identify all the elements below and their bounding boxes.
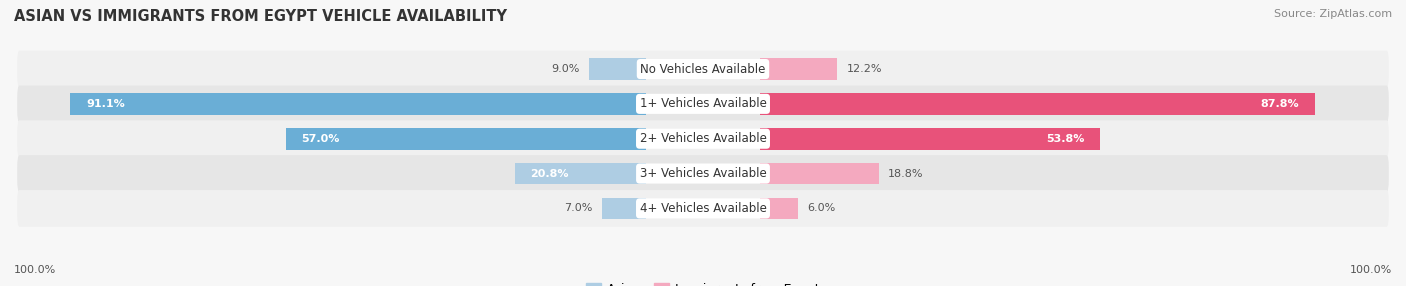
Text: 18.8%: 18.8% (889, 168, 924, 178)
Bar (589, 58, 647, 80)
Text: 2+ Vehicles Available: 2+ Vehicles Available (640, 132, 766, 145)
Text: ASIAN VS IMMIGRANTS FROM EGYPT VEHICLE AVAILABILITY: ASIAN VS IMMIGRANTS FROM EGYPT VEHICLE A… (14, 9, 508, 23)
Text: 87.8%: 87.8% (1260, 99, 1299, 109)
Bar (759, 128, 1099, 150)
Text: 53.8%: 53.8% (1046, 134, 1084, 144)
Bar (602, 198, 647, 219)
Text: No Vehicles Available: No Vehicles Available (640, 63, 766, 76)
Bar (70, 93, 647, 115)
Text: 91.1%: 91.1% (86, 99, 125, 109)
Text: 7.0%: 7.0% (564, 203, 592, 213)
Bar (759, 198, 797, 219)
Text: 6.0%: 6.0% (807, 203, 835, 213)
Text: 20.8%: 20.8% (530, 168, 569, 178)
Bar (285, 128, 647, 150)
FancyBboxPatch shape (17, 155, 1389, 192)
Bar (759, 163, 879, 184)
Text: 9.0%: 9.0% (551, 64, 579, 74)
Text: 12.2%: 12.2% (846, 64, 882, 74)
Text: 3+ Vehicles Available: 3+ Vehicles Available (640, 167, 766, 180)
Text: 1+ Vehicles Available: 1+ Vehicles Available (640, 97, 766, 110)
Legend: Asian, Immigrants from Egypt: Asian, Immigrants from Egypt (581, 278, 825, 286)
FancyBboxPatch shape (17, 120, 1389, 157)
Text: 4+ Vehicles Available: 4+ Vehicles Available (640, 202, 766, 215)
FancyBboxPatch shape (17, 190, 1389, 227)
Bar (759, 93, 1315, 115)
Bar (515, 163, 647, 184)
FancyBboxPatch shape (17, 51, 1389, 88)
Text: 100.0%: 100.0% (1350, 265, 1392, 275)
Bar (759, 58, 837, 80)
FancyBboxPatch shape (17, 86, 1389, 122)
Text: 57.0%: 57.0% (302, 134, 340, 144)
Text: 100.0%: 100.0% (14, 265, 56, 275)
Text: Source: ZipAtlas.com: Source: ZipAtlas.com (1274, 9, 1392, 19)
